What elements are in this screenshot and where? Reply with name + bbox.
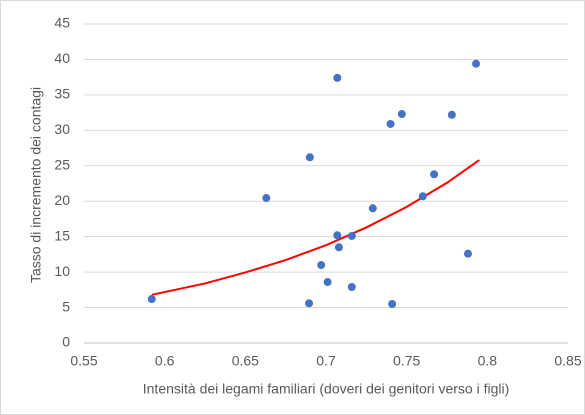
data-point: [317, 261, 326, 270]
y-tick-label: 10: [54, 263, 70, 279]
y-tick-label: 40: [54, 50, 70, 66]
data-point: [333, 231, 342, 240]
y-tick-label: 25: [54, 156, 70, 172]
data-point: [147, 295, 156, 304]
y-tick-label: 20: [54, 192, 70, 208]
data-point: [347, 231, 356, 240]
y-tick-label: 45: [54, 15, 70, 31]
data-point: [334, 243, 343, 252]
x-axis-title: Intensità dei legami familiari (doveri d…: [143, 381, 510, 397]
data-point: [386, 119, 395, 128]
y-tick-label: 35: [54, 86, 70, 102]
data-point: [472, 59, 481, 68]
data-point: [368, 204, 377, 213]
x-tick-label: 0.75: [393, 353, 420, 369]
data-point: [347, 282, 356, 291]
data-point: [262, 194, 271, 203]
x-tick-label: 0.6: [155, 353, 175, 369]
x-tick-label: 0.55: [70, 353, 97, 369]
y-axis-title: Tasso di incremento dei contagi: [28, 87, 44, 283]
data-point: [305, 299, 314, 308]
y-tick-label: 0: [62, 334, 70, 350]
y-tick-label: 30: [54, 121, 70, 137]
data-point: [305, 153, 314, 162]
data-point: [388, 300, 397, 309]
data-point: [463, 249, 472, 258]
trendline: [151, 159, 480, 296]
data-point: [323, 278, 332, 287]
y-tick-label: 15: [54, 227, 70, 243]
data-point: [397, 110, 406, 119]
x-tick-label: 0.85: [554, 353, 581, 369]
data-point: [430, 170, 439, 179]
x-tick-label: 0.8: [478, 353, 498, 369]
x-tick-label: 0.65: [232, 353, 259, 369]
y-tick-label: 5: [62, 298, 70, 314]
data-point: [333, 73, 342, 82]
x-tick-label: 0.7: [316, 353, 336, 369]
data-point: [418, 192, 427, 201]
data-point: [447, 110, 456, 119]
